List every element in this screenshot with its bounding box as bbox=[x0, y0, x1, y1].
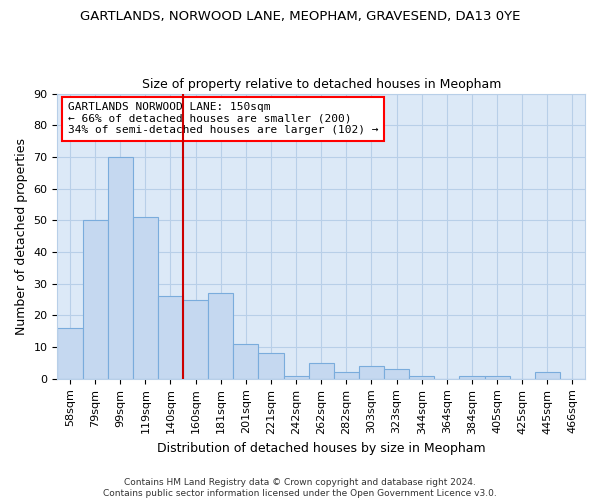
Title: Size of property relative to detached houses in Meopham: Size of property relative to detached ho… bbox=[142, 78, 501, 91]
Text: Contains HM Land Registry data © Crown copyright and database right 2024.
Contai: Contains HM Land Registry data © Crown c… bbox=[103, 478, 497, 498]
Bar bbox=[183, 300, 208, 379]
Bar bbox=[259, 354, 284, 379]
Y-axis label: Number of detached properties: Number of detached properties bbox=[15, 138, 28, 334]
Bar bbox=[107, 157, 133, 379]
Bar bbox=[208, 293, 233, 379]
Bar bbox=[58, 328, 83, 379]
Bar bbox=[83, 220, 107, 379]
Bar bbox=[158, 296, 183, 379]
Text: GARTLANDS, NORWOOD LANE, MEOPHAM, GRAVESEND, DA13 0YE: GARTLANDS, NORWOOD LANE, MEOPHAM, GRAVES… bbox=[80, 10, 520, 23]
Bar bbox=[409, 376, 434, 379]
Bar bbox=[308, 363, 334, 379]
Bar bbox=[233, 344, 259, 379]
Bar bbox=[334, 372, 359, 379]
X-axis label: Distribution of detached houses by size in Meopham: Distribution of detached houses by size … bbox=[157, 442, 485, 455]
Bar bbox=[284, 376, 308, 379]
Bar bbox=[359, 366, 384, 379]
Bar bbox=[133, 217, 158, 379]
Bar bbox=[384, 370, 409, 379]
Bar bbox=[460, 376, 485, 379]
Bar bbox=[535, 372, 560, 379]
Bar bbox=[485, 376, 509, 379]
Text: GARTLANDS NORWOOD LANE: 150sqm
← 66% of detached houses are smaller (200)
34% of: GARTLANDS NORWOOD LANE: 150sqm ← 66% of … bbox=[68, 102, 379, 136]
